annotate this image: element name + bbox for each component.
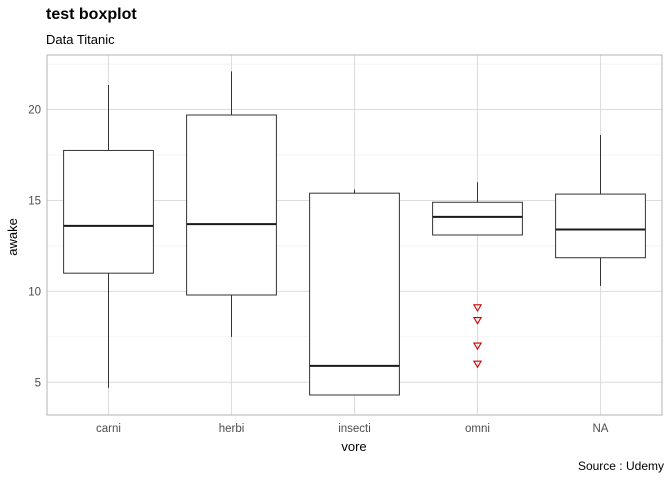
chart-subtitle: Data Titanic	[46, 32, 115, 47]
outlier-point	[472, 342, 483, 351]
y-tick-label: 15	[28, 195, 41, 207]
box-NA	[555, 135, 646, 286]
x-tick-label: herbi	[219, 423, 245, 435]
chart-title: test boxplot	[46, 6, 137, 23]
x-axis-label: vore	[341, 439, 366, 454]
box-iqr	[186, 114, 277, 296]
box-carni	[63, 85, 154, 388]
y-tick-label: 5	[35, 377, 41, 389]
outlier-point	[472, 304, 483, 313]
box-omni	[432, 182, 523, 369]
y-tick-label: 20	[28, 105, 41, 117]
chart-caption: Source : Udemy	[577, 459, 664, 473]
box-iqr	[555, 193, 646, 259]
y-tick-label: 10	[28, 286, 41, 298]
y-axis-label: awake	[5, 218, 20, 256]
x-tick-labels: carni herbi insecti omni NA	[96, 423, 609, 435]
box-iqr	[432, 201, 523, 236]
x-tick-label: carni	[96, 423, 121, 435]
box-insecti	[309, 189, 400, 396]
x-tick-label: insecti	[338, 423, 371, 435]
box-layer	[63, 71, 646, 396]
box-iqr	[309, 192, 400, 396]
box-herbi	[186, 71, 277, 337]
y-tick-labels: 5 10 15 20	[28, 105, 41, 390]
x-tick-label: NA	[593, 423, 609, 435]
outlier-point	[472, 360, 483, 369]
panel-border	[46, 54, 663, 416]
outlier-point	[472, 317, 483, 325]
box-iqr	[63, 149, 154, 274]
x-tick-label: omni	[465, 423, 490, 435]
